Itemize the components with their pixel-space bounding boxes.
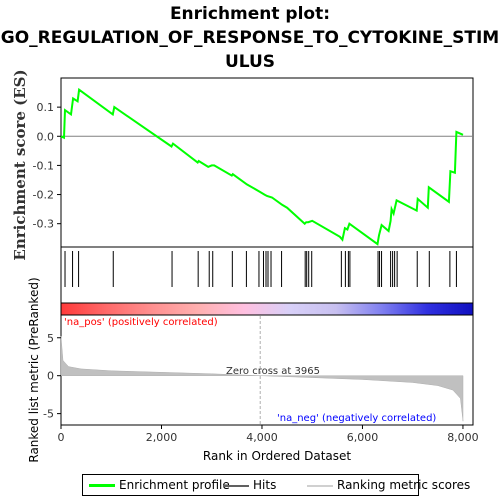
legend: Enrichment profile Hits Ranking metric s… <box>82 474 470 496</box>
x-tick-label: 0 <box>58 431 65 444</box>
es-y-tick-label: 0.0 <box>37 130 55 143</box>
es-y-ticks: 0.1 0.0 -0.1 -0.2 -0.3 <box>33 101 61 231</box>
metric-panel-frame <box>60 314 474 426</box>
legend-label-metric: Ranking metric scores <box>337 478 471 492</box>
es-y-tick-label: -0.1 <box>33 159 54 172</box>
es-panel-frame <box>60 77 474 248</box>
legend-label-enrichment: Enrichment profile <box>119 478 230 492</box>
legend-item-enrichment-profile: Enrichment profile <box>89 478 230 492</box>
es-y-tick-label: -0.2 <box>33 189 54 202</box>
metric-y-ticks: 5 0 -5 <box>43 332 61 421</box>
chart-title-line: GO_REGULATION_OF_RESPONSE_TO_CYTOKINE_ST… <box>0 28 500 48</box>
chart-title: Enrichment plot: GO_REGULATION_OF_RESPONS… <box>0 2 500 74</box>
chart-title-line: Enrichment plot: <box>169 4 331 24</box>
legend-swatch-enrichment <box>89 484 115 487</box>
neg-label: 'na_neg' (negatively correlated) <box>277 413 436 424</box>
metric-y-tick-label: 5 <box>47 332 54 345</box>
zero-cross-label: Zero cross at 3965 <box>226 366 320 377</box>
x-tick-label: 8,000 <box>447 431 479 444</box>
ranking-gradient-bar <box>60 302 474 316</box>
metric-y-axis-label: Ranked list metric (PreRanked) <box>27 277 41 462</box>
enrichment-profile-line <box>60 87 464 246</box>
metric-y-tick-label: 0 <box>47 370 54 383</box>
es-y-tick-label: 0.1 <box>37 101 55 114</box>
x-tick-label: 2,000 <box>146 431 178 444</box>
legend-swatch-hits <box>223 484 249 487</box>
ranking-metric-area <box>60 336 464 422</box>
x-tick-label: 4,000 <box>246 431 278 444</box>
legend-item-ranking-metric: Ranking metric scores <box>307 478 470 492</box>
metric-y-tick-label: -5 <box>43 408 54 421</box>
legend-swatch-metric <box>307 484 333 487</box>
legend-label-hits: Hits <box>253 478 277 492</box>
pos-label: 'na_pos' (positively correlated) <box>64 317 218 328</box>
hit-marks <box>64 251 457 287</box>
x-tick-label: 6,000 <box>347 431 379 444</box>
es-y-axis-label: Enrichment score (ES) <box>11 69 29 260</box>
hits-panel-frame <box>60 246 474 304</box>
legend-item-hits: Hits <box>223 478 276 492</box>
x-axis-label: Rank in Ordered Dataset <box>203 449 351 463</box>
es-y-tick-label: -0.3 <box>33 218 54 231</box>
x-axis-ticks: 0 2,000 4,000 6,000 8,000 <box>58 425 479 444</box>
chart-title-line: ULUS <box>224 52 276 72</box>
